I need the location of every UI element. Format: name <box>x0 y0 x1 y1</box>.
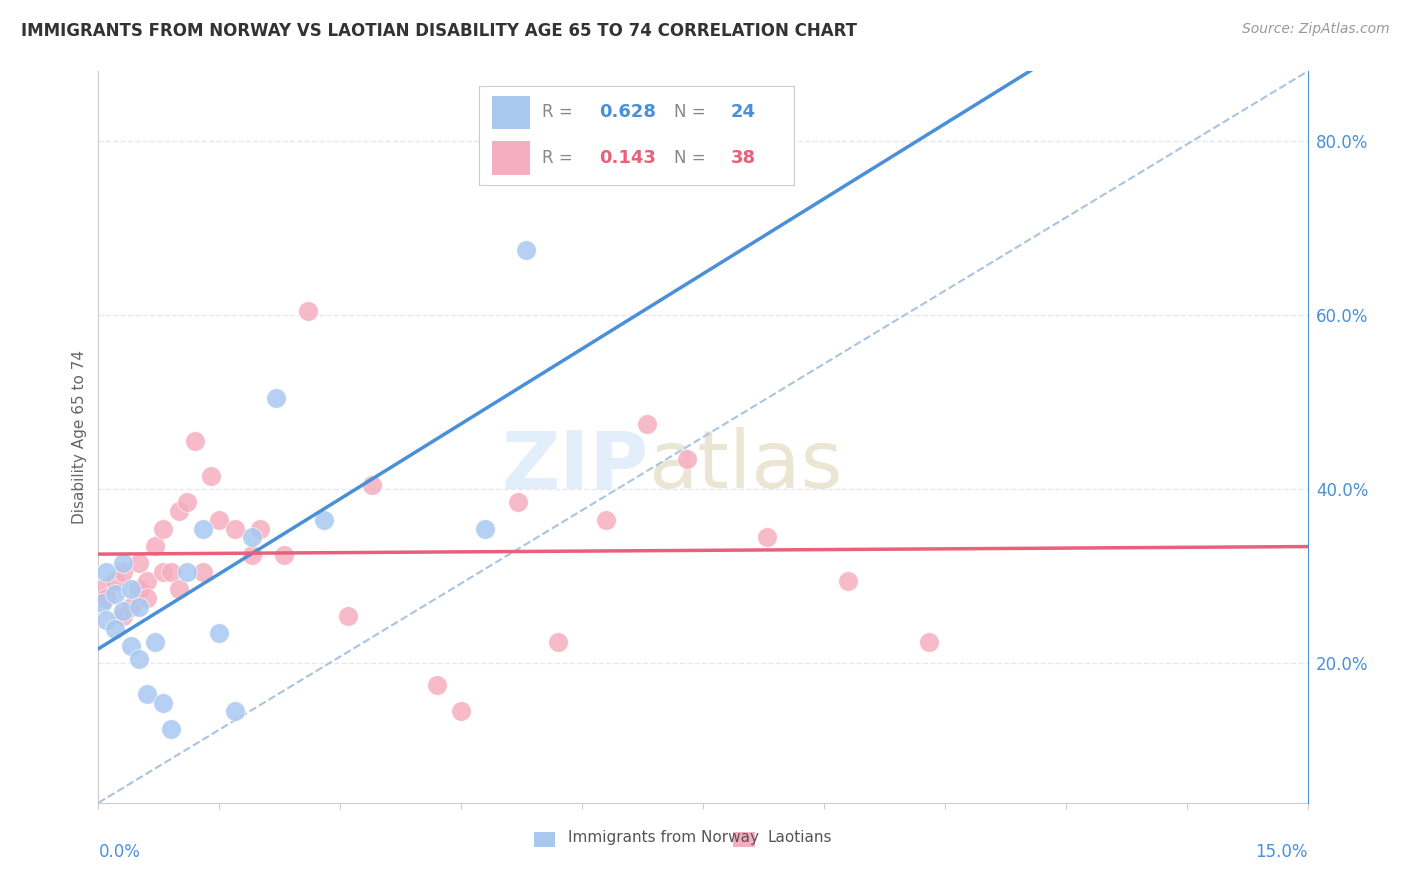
Point <box>152 521 174 535</box>
Text: Source: ZipAtlas.com: Source: ZipAtlas.com <box>1241 22 1389 37</box>
Point <box>426 678 449 692</box>
Text: atlas: atlas <box>648 427 844 506</box>
Point <box>273 548 295 562</box>
Point <box>676 451 699 466</box>
Point <box>193 521 215 535</box>
Point <box>547 634 569 648</box>
Point <box>152 696 174 710</box>
Point <box>224 705 246 719</box>
Point <box>224 521 246 535</box>
Point <box>756 530 779 544</box>
Point <box>361 478 384 492</box>
Point <box>450 705 472 719</box>
Point <box>143 634 166 648</box>
Point <box>167 582 190 597</box>
Point <box>152 565 174 579</box>
Point <box>103 574 125 588</box>
Point <box>128 599 150 614</box>
Text: Laotians: Laotians <box>768 830 831 846</box>
Point <box>135 687 157 701</box>
Point <box>837 574 859 588</box>
Point <box>200 469 222 483</box>
Point <box>103 622 125 636</box>
Y-axis label: Disability Age 65 to 74: Disability Age 65 to 74 <box>72 350 87 524</box>
FancyBboxPatch shape <box>734 832 755 847</box>
FancyBboxPatch shape <box>534 832 555 847</box>
Point <box>918 634 941 648</box>
Point <box>506 495 529 509</box>
Point <box>135 591 157 606</box>
Text: 0.0%: 0.0% <box>98 843 141 861</box>
Point <box>160 565 183 579</box>
Point <box>297 303 319 318</box>
Point <box>176 565 198 579</box>
Point <box>515 243 537 257</box>
Point <box>249 521 271 535</box>
Point <box>91 582 114 597</box>
Point <box>176 495 198 509</box>
Point <box>120 582 142 597</box>
Point <box>160 722 183 736</box>
Point <box>120 639 142 653</box>
Point <box>240 548 263 562</box>
Point <box>111 557 134 571</box>
Point <box>135 574 157 588</box>
Point <box>264 391 287 405</box>
Point <box>111 604 134 618</box>
Point <box>167 504 190 518</box>
Point <box>208 626 231 640</box>
Point <box>595 513 617 527</box>
Point <box>143 539 166 553</box>
Point <box>128 582 150 597</box>
Point <box>128 652 150 666</box>
Point <box>184 434 207 449</box>
Point <box>128 557 150 571</box>
Point <box>474 521 496 535</box>
Point <box>96 613 118 627</box>
Point <box>314 513 336 527</box>
Point <box>240 530 263 544</box>
Text: 15.0%: 15.0% <box>1256 843 1308 861</box>
Point <box>636 417 658 431</box>
Text: Immigrants from Norway: Immigrants from Norway <box>568 830 759 846</box>
Point <box>337 608 360 623</box>
Point <box>120 599 142 614</box>
Point <box>193 565 215 579</box>
Point <box>96 591 118 606</box>
Text: ZIP: ZIP <box>502 427 648 506</box>
Point <box>111 565 134 579</box>
Point <box>111 608 134 623</box>
Point <box>91 595 114 609</box>
Text: IMMIGRANTS FROM NORWAY VS LAOTIAN DISABILITY AGE 65 TO 74 CORRELATION CHART: IMMIGRANTS FROM NORWAY VS LAOTIAN DISABI… <box>21 22 858 40</box>
Point <box>96 565 118 579</box>
Point <box>208 513 231 527</box>
Point <box>103 587 125 601</box>
